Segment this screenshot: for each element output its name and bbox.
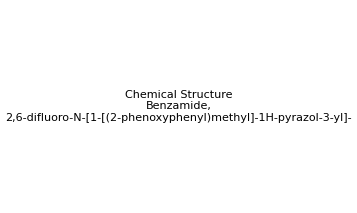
Text: Chemical Structure
Benzamide, 2,6-difluoro-N-[1-[(2-phenoxyphenyl)methyl]-1H-pyr: Chemical Structure Benzamide, 2,6-difluo… <box>5 90 352 123</box>
